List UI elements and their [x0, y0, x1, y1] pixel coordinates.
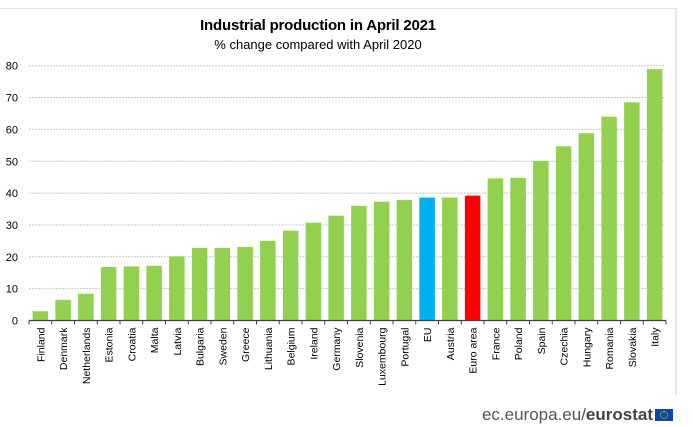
- bar-chart: 0 10 20 30 40 50 60 70 80 Finland Denmark Netherla…: [6, 61, 667, 386]
- bar-romania: [601, 116, 617, 321]
- bar-netherlands: [78, 293, 94, 321]
- chart-frame-right: [675, 8, 677, 395]
- x-tick-label: Luxembourg: [377, 327, 389, 386]
- x-tick-label: Italy: [650, 327, 662, 347]
- x-tick-label: Estonia: [104, 327, 116, 362]
- chart-title: Industrial production in April 2021: [200, 17, 436, 34]
- bar-luxembourg: [373, 201, 390, 321]
- y-tick-label: 40: [6, 188, 18, 200]
- bar-czechia: [555, 146, 572, 321]
- x-tick-label: EU: [422, 328, 434, 343]
- bar-spain: [533, 160, 549, 321]
- chart-frame-top: [0, 8, 676, 9]
- bar-italy: [646, 69, 663, 321]
- y-axis-ticks: 0 10 20 30 40 50 60 70 80: [6, 61, 18, 328]
- y-tick-label: 20: [6, 252, 18, 264]
- x-tick-label: Germany: [331, 327, 343, 371]
- x-tick-label: Netherlands: [81, 328, 93, 385]
- x-tick-label: Portugal: [399, 328, 411, 367]
- bar-sweden: [214, 247, 231, 321]
- bar-euro-area: [464, 195, 481, 321]
- x-axis: [28, 319, 667, 325]
- bar-greece: [237, 246, 253, 321]
- x-tick-label: Bulgaria: [195, 327, 207, 366]
- bar-finland: [32, 311, 49, 321]
- bars: [32, 69, 663, 321]
- source-brand: eurostat: [585, 405, 653, 424]
- bar-poland: [510, 177, 526, 321]
- x-tick-label: Euro area: [468, 327, 480, 373]
- y-tick-label: 50: [6, 156, 18, 168]
- x-tick-label: Belgium: [286, 327, 298, 365]
- bar-eu: [419, 197, 435, 321]
- x-tick-label: France: [490, 327, 502, 360]
- x-tick-label: Spain: [536, 327, 548, 354]
- chart-subtitle: % change compared with April 2020: [214, 37, 422, 52]
- bar-latvia: [169, 256, 185, 321]
- y-tick-label: 30: [6, 220, 18, 232]
- bar-hungary: [578, 133, 595, 321]
- x-tick-label: Finland: [35, 327, 47, 362]
- source-url-prefix: ec.europa.eu/: [481, 405, 586, 424]
- bar-estonia: [100, 266, 117, 321]
- x-tick-label: Poland: [513, 327, 525, 360]
- y-tick-label: 80: [6, 61, 18, 73]
- y-tick-label: 10: [6, 284, 18, 296]
- x-tick-label: Denmark: [58, 327, 70, 370]
- eurostat-footer: ec.europa.eu/eurostat: [482, 405, 673, 425]
- x-tick-label: Slovenia: [354, 327, 366, 367]
- bar-croatia: [123, 266, 140, 321]
- eu-flag-icon: [655, 409, 673, 421]
- bar-slovenia: [351, 205, 367, 321]
- x-tick-label: Greece: [240, 327, 252, 362]
- bar-slovakia: [624, 102, 640, 321]
- y-tick-label: 70: [6, 93, 18, 105]
- bar-austria: [442, 197, 458, 321]
- bar-germany: [328, 215, 344, 321]
- x-tick-label: Slovakia: [627, 327, 639, 367]
- bar-denmark: [55, 299, 71, 321]
- y-tick-label: 60: [6, 124, 18, 136]
- x-tick-label: Sweden: [217, 327, 229, 365]
- y-tick-label: 0: [12, 316, 18, 328]
- bar-ireland: [305, 222, 322, 321]
- x-tick-label: Croatia: [126, 327, 138, 361]
- x-tick-label: Hungary: [581, 327, 593, 367]
- bar-france: [487, 178, 504, 321]
- x-tick-label: Ireland: [308, 327, 320, 359]
- bar-bulgaria: [191, 247, 208, 321]
- bar-lithuania: [260, 240, 276, 321]
- x-tick-label: Czechia: [559, 327, 571, 365]
- x-tick-label: Austria: [445, 327, 457, 360]
- x-axis-labels: Finland Denmark Netherlands Estonia Croatia M…: [35, 327, 661, 386]
- x-tick-label: Romania: [604, 327, 616, 369]
- x-tick-label: Malta: [149, 327, 161, 353]
- bar-belgium: [282, 230, 299, 321]
- bar-portugal: [396, 200, 413, 321]
- bar-malta: [146, 265, 162, 321]
- x-tick-label: Lithuania: [263, 327, 275, 370]
- x-tick-label: Latvia: [172, 327, 184, 355]
